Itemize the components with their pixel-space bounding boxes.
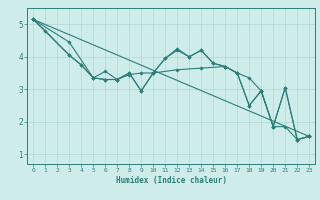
X-axis label: Humidex (Indice chaleur): Humidex (Indice chaleur): [116, 176, 227, 185]
